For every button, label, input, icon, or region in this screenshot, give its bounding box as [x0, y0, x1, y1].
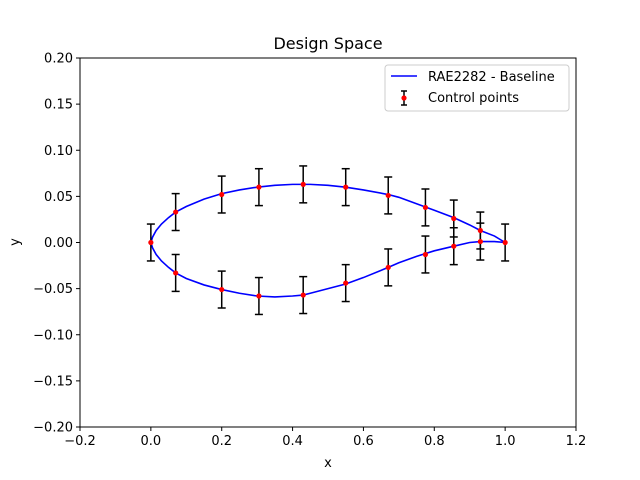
control-point-marker	[385, 192, 391, 199]
control-point-marker	[343, 280, 349, 286]
y-axis-label: y	[8, 238, 23, 246]
control-point-marker	[451, 243, 457, 249]
control-point-marker	[385, 264, 391, 271]
x-tick-label: 0.0	[141, 434, 162, 449]
y-tick-label: 0.15	[44, 98, 73, 113]
legend-box	[384, 64, 570, 112]
x-tick-label: −0.2	[64, 434, 96, 449]
control-point-marker	[219, 191, 225, 198]
legend-label-baseline: RAE2282 - Baseline	[428, 70, 555, 85]
x-tick-label: 1.2	[566, 434, 587, 449]
control-point-marker	[451, 215, 457, 222]
x-axis-label: x	[324, 456, 332, 471]
control-point-marker	[343, 184, 349, 190]
control-point-marker	[477, 227, 483, 234]
control-point-marker	[219, 286, 225, 293]
y-tick-label: −0.10	[33, 328, 73, 343]
y-tick-label: 0.05	[44, 190, 73, 205]
chart-title: Design Space	[273, 34, 382, 53]
control-point-marker	[173, 270, 179, 276]
plot-area: −0.2 0.0 0.2 0.4 0.6 0.8 1.0 1.2 −0.20 −0.15 −0.10…	[33, 52, 586, 450]
y-tick-label: −0.15	[33, 374, 73, 389]
y-tick-label: 0.20	[44, 52, 73, 67]
legend-swatch-marker	[401, 95, 407, 101]
control-point-marker	[502, 239, 508, 246]
x-tick-label: 0.4	[282, 434, 303, 449]
control-point-marker	[300, 181, 306, 187]
legend-label-control-points: Control points	[428, 91, 519, 106]
x-tick-label: 1.0	[495, 434, 516, 449]
y-tick-label: 0.10	[44, 144, 73, 159]
x-tick-label: 0.8	[424, 434, 445, 449]
control-point-marker	[477, 238, 483, 245]
control-point-marker	[422, 204, 429, 211]
x-tick-label: 0.2	[211, 434, 232, 449]
x-tick-label: 0.6	[353, 434, 374, 449]
control-point-marker	[148, 239, 154, 246]
control-point-marker	[256, 184, 262, 190]
y-tick-label: −0.20	[33, 421, 73, 436]
control-point-marker	[256, 293, 262, 299]
y-tick-label: −0.05	[33, 282, 73, 297]
legend: RAE2282 - Baseline Control points	[384, 64, 570, 112]
control-point-marker	[300, 292, 306, 298]
y-tick-label: 0.00	[44, 236, 73, 251]
control-point-marker	[173, 209, 179, 215]
control-point-marker	[422, 251, 429, 258]
